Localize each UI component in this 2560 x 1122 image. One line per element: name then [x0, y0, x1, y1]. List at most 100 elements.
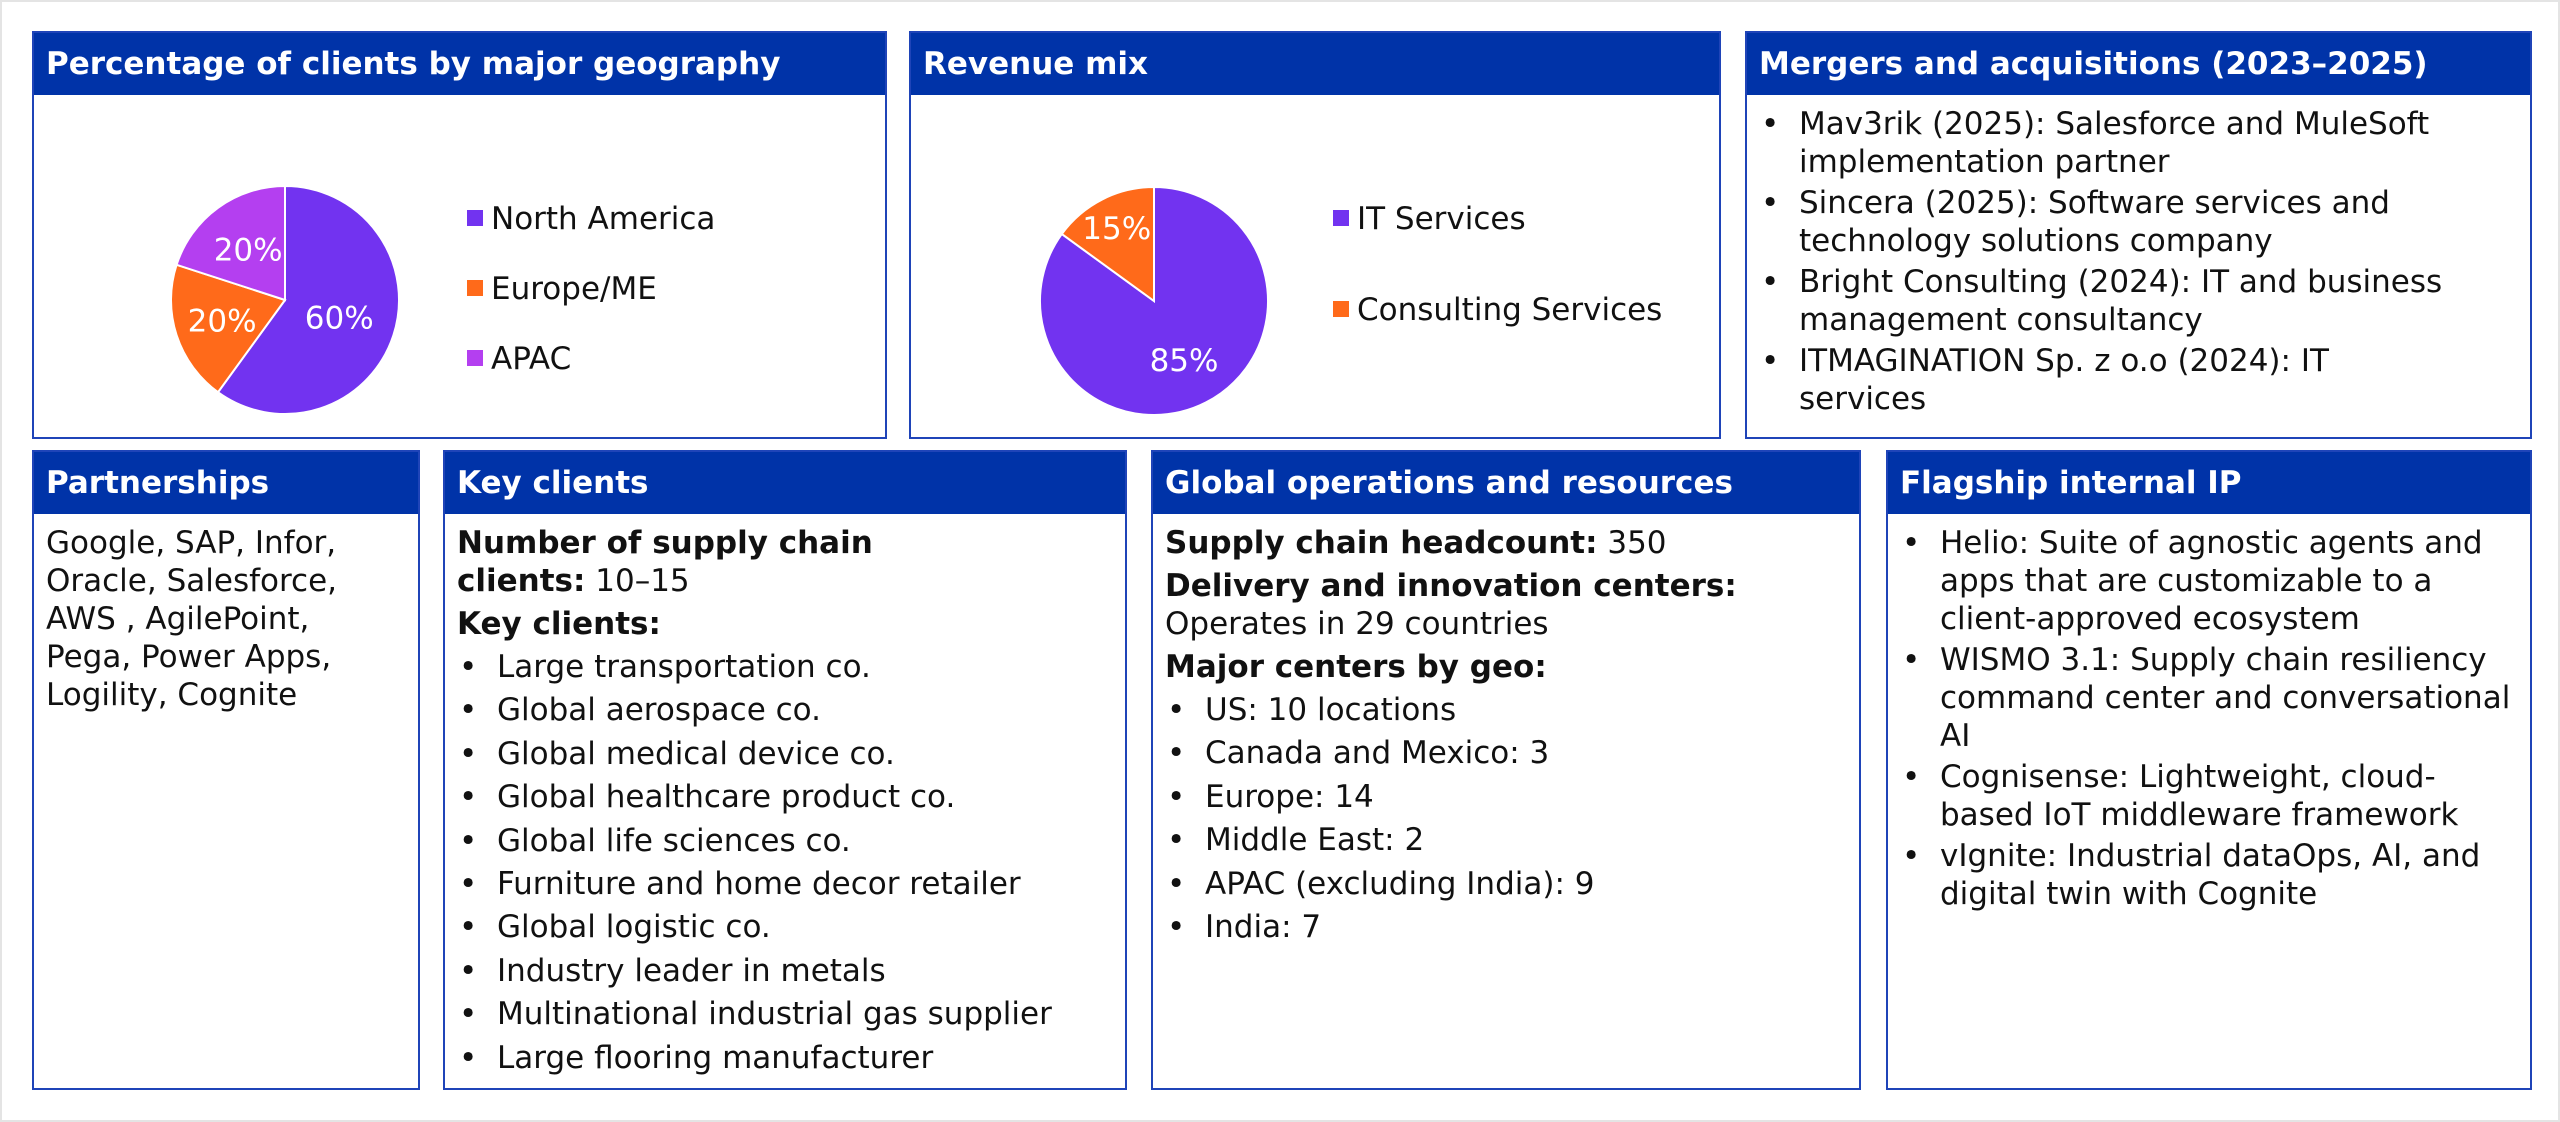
ip-item-line: client-approved ecosystem	[1940, 601, 2360, 637]
count-value: 10–15	[585, 563, 690, 599]
legend-swatch	[467, 350, 483, 366]
ip-item-line: AI	[1940, 718, 1971, 754]
operations-panel: Global operations and resources Supply c…	[1151, 450, 1861, 1090]
ip-item: WISMO 3.1: Supply chain resiliencycomman…	[1900, 641, 2518, 755]
ma-list: Mav3rik (2025): Salesforce and MuleSofti…	[1759, 105, 2518, 418]
pie-label: 60%	[305, 301, 374, 337]
key-client-item: Multinational industrial gas supplier	[457, 995, 1113, 1033]
geo-center-item-line: APAC (excluding India): 9	[1205, 865, 1595, 902]
legend-swatch	[467, 280, 483, 296]
key-client-item-line: Global logistic co.	[497, 909, 771, 946]
partnership-line: Logility, Cognite	[46, 677, 298, 713]
partnerships-title: Partnerships	[34, 452, 418, 514]
ip-panel: Flagship internal IP Helio: Suite of agn…	[1886, 450, 2532, 1090]
pie-slice-it-services	[1039, 185, 1269, 416]
ma-item: Bright Consulting (2024): IT and busines…	[1759, 263, 2518, 339]
geo-center-item: US: 10 locations	[1165, 691, 1847, 729]
pie-slice-consulting-services	[1060, 185, 1155, 303]
ip-list: Helio: Suite of agnostic agents andapps …	[1900, 524, 2518, 913]
pie-label: 20%	[214, 232, 283, 268]
key-client-item-line: Global life sciences co.	[497, 822, 851, 859]
count-label-line-2: clients:	[457, 563, 586, 599]
ma-item-line: implementation partner	[1799, 144, 2170, 180]
key-client-item: Furniture and home decor retailer	[457, 865, 1113, 903]
geo-center-item: Middle East: 2	[1165, 821, 1847, 859]
ma-item: ITMAGINATION Sp. z o.o (2024): ITservice…	[1759, 342, 2518, 418]
key-client-item-line: Furniture and home decor retailer	[497, 865, 1021, 902]
pie-label: 15%	[1082, 211, 1151, 247]
legend-swatch	[1333, 301, 1349, 317]
geo-center-item-line: Canada and Mexico: 3	[1205, 735, 1550, 772]
key-client-item: Global healthcare product co.	[457, 778, 1113, 816]
key-client-item: Global aerospace co.	[457, 691, 1113, 729]
key-client-item: Global medical device co.	[457, 735, 1113, 773]
ip-item-line: apps that are customizable to a	[1940, 563, 2433, 599]
ma-item-line: Sincera (2025): Software services and	[1799, 185, 2390, 221]
ma-item-line: technology solutions company	[1799, 223, 2273, 259]
key-client-item-line: Global healthcare product co.	[497, 779, 956, 816]
operations-title: Global operations and resources	[1153, 452, 1859, 514]
key-client-item: Global logistic co.	[457, 908, 1113, 946]
ip-item-line: Cognisense: Lightweight, cloud-	[1940, 759, 2436, 795]
geo-center-item-line: US: 10 locations	[1205, 692, 1457, 728]
geography-pie-chart: 60% 20% 20% North America Europe/ME APAC	[170, 184, 715, 415]
partnerships-panel: Partnerships Google, SAP, Infor, Oracle, …	[32, 450, 420, 1090]
key-client-item-line: Large transportation co.	[497, 649, 871, 685]
key-client-item-line: Multinational industrial gas supplier	[497, 996, 1052, 1033]
key-clients-list: Large transportation co. Global aerospace…	[457, 648, 1113, 1077]
geo-center-item-line: Europe: 14	[1205, 778, 1374, 815]
key-client-item: Large transportation co.	[457, 648, 1113, 686]
ma-item-line: services	[1799, 381, 1927, 417]
ip-item: Helio: Suite of agnostic agents andapps …	[1900, 524, 2518, 638]
ip-item-line: vIgnite: Industrial dataOps, AI, and	[1940, 838, 2481, 874]
legend-swatch	[467, 210, 483, 226]
legend-swatch	[1333, 210, 1349, 226]
geo-center-item-line: India: 7	[1205, 908, 1322, 945]
geo-label: Major centers by geo:	[1165, 649, 1547, 685]
ip-item: Cognisense: Lightweight, cloud-based IoT…	[1900, 758, 2518, 834]
centers-value: Operates in 29 countries	[1165, 606, 1549, 642]
ma-item-line: Mav3rik (2025): Salesforce and MuleSoft	[1799, 106, 2430, 142]
geo-centers-list: US: 10 locations Canada and Mexico: 3 Euro…	[1165, 691, 1847, 946]
revenue-pie-chart: 85% 15% IT Services Consulting Services	[1039, 185, 1662, 416]
geo-center-item: Europe: 14	[1165, 778, 1847, 816]
legend-label: APAC	[491, 341, 571, 377]
headcount-label: Supply chain headcount:	[1165, 525, 1598, 561]
geo-center-item-line: Middle East: 2	[1205, 822, 1425, 859]
partnership-line: Oracle, Salesforce,	[46, 563, 338, 599]
headcount: Supply chain headcount: 350	[1165, 524, 1847, 562]
ip-item-line: WISMO 3.1: Supply chain resiliency	[1940, 642, 2487, 678]
supply-chain-client-count: Number of supply chain clients: 10–15	[457, 524, 1113, 600]
centers: Delivery and innovation centers: Operate…	[1165, 567, 1847, 643]
partnership-line: Pega, Power Apps,	[46, 639, 332, 675]
ip-item-line: Helio: Suite of agnostic agents and	[1940, 525, 2483, 561]
key-clients-list-label: Key clients:	[457, 606, 661, 642]
key-client-item-line: Global medical device co.	[497, 735, 895, 772]
geography-title: Percentage of clients by major geography	[34, 33, 885, 95]
geography-panel: Percentage of clients by major geography…	[32, 31, 887, 439]
legend-label: Consulting Services	[1357, 292, 1662, 328]
ip-title: Flagship internal IP	[1888, 452, 2530, 514]
count-label-line-1: Number of supply chain	[457, 525, 873, 561]
pie-slice-apac	[175, 184, 286, 302]
ip-item: vIgnite: Industrial dataOps, AI, anddigi…	[1900, 837, 2518, 913]
ma-item-line: Bright Consulting (2024): IT and busines…	[1799, 264, 2443, 300]
legend-label: Europe/ME	[491, 271, 657, 307]
pie-label: 85%	[1150, 343, 1219, 379]
geo-center-item: Canada and Mexico: 3	[1165, 734, 1847, 772]
key-clients-panel: Key clients Number of supply chain clien…	[443, 450, 1127, 1090]
key-client-item: Large flooring manufacturer	[457, 1039, 1113, 1077]
legend-label: North America	[491, 201, 715, 237]
partnership-line: AWS , AgilePoint,	[46, 601, 310, 637]
partnership-line: Google, SAP, Infor,	[46, 525, 337, 561]
pie-slice-europe-me	[170, 263, 287, 394]
key-client-item: Industry leader in metals	[457, 952, 1113, 990]
ma-item-line: management consultancy	[1799, 302, 2203, 338]
key-client-item-line: Industry leader in metals	[497, 952, 886, 989]
centers-label: Delivery and innovation centers:	[1165, 568, 1737, 604]
key-client-item-line: Global aerospace co.	[497, 692, 821, 729]
ma-title: Mergers and acquisitions (2023–2025)	[1747, 33, 2530, 95]
revenue-title: Revenue mix	[911, 33, 1719, 95]
ma-item-line: ITMAGINATION Sp. z o.o (2024): IT	[1799, 343, 2329, 379]
